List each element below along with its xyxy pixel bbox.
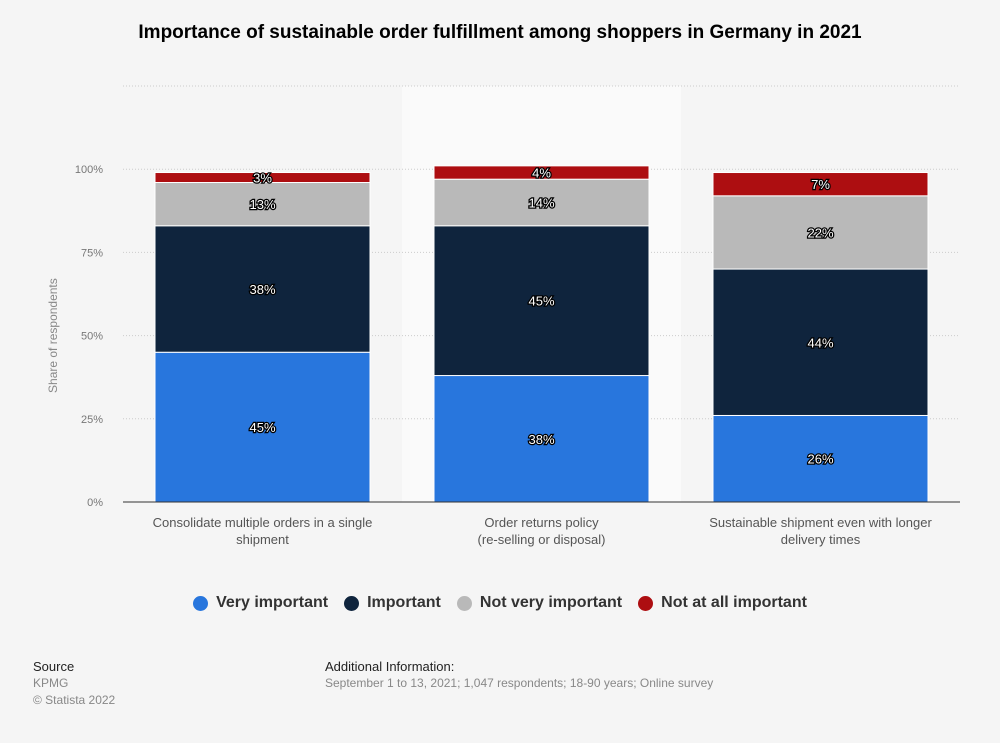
chart-title: Importance of sustainable order fulfillm… [138,22,862,43]
data-label: 14% [528,195,554,210]
legend-label: Very important [216,594,329,611]
data-label: 22% [807,225,833,240]
x-tick-label: Consolidate multiple orders in a single [153,515,373,530]
data-label: 38% [528,432,554,447]
bar-segment [712,195,929,270]
bar-segment [154,225,371,353]
legend-item-important[interactable]: Important [344,594,441,612]
legend-dot [638,595,654,611]
legend-item-very-important[interactable]: Very important [193,594,328,612]
data-label: 3% [253,171,272,186]
bar-segment [433,225,650,377]
source-heading: Source [33,659,75,674]
bar-segment [154,172,371,184]
y-axis-label: Share of respondents [46,278,60,393]
x-tick-label: shipment [236,532,289,547]
source-block: Source KPMG © Statista 2022 [33,658,115,709]
legend: Very important Important Not very import… [0,594,1000,612]
source-name: KPMG [33,676,69,690]
legend-label: Not at all important [661,594,807,611]
data-label: 13% [249,197,275,212]
x-tick-label: (re-selling or disposal) [478,532,606,547]
y-tick-label: 50% [81,331,103,343]
bar-segment [154,182,371,227]
legend-item-not-at-all-important[interactable]: Not at all important [638,594,807,612]
bar-segment [433,178,650,227]
data-label: 45% [528,294,554,309]
data-label: 45% [249,420,275,435]
bar-segment [433,165,650,180]
data-label: 44% [807,335,833,350]
x-tick-label: delivery times [781,532,861,547]
additional-info-block: Additional Information: September 1 to 1… [325,658,713,692]
x-tick-label: Order returns policy [484,515,599,530]
bar-segment [712,172,929,197]
bar-segment [712,414,929,503]
data-label: 7% [811,177,830,192]
legend-dot [344,595,360,611]
legend-label: Not very important [479,594,623,611]
y-tick-label: 25% [81,414,103,426]
stacked-bar-chart: 0% 25% 50% 75% 100% Share of respondents 45% 38… [46,85,960,547]
bar-segment [712,268,929,416]
data-label: 26% [807,452,833,467]
bar-segment [433,375,650,503]
additional-info-heading: Additional Information: [325,659,455,674]
x-tick-label: Sustainable shipment even with longer [709,515,932,530]
legend-label: Important [367,594,441,611]
y-tick-label: 75% [81,247,103,259]
bar-segment [154,351,371,503]
legend-dot [456,595,472,611]
y-tick-label: 100% [75,164,103,176]
data-label: 4% [532,166,551,181]
copyright: © Statista 2022 [33,693,116,707]
additional-info-text: September 1 to 13, 2021; 1,047 responden… [325,676,714,690]
data-label: 38% [249,282,275,297]
y-tick-label: 0% [87,497,103,509]
legend-dot [193,595,209,611]
legend-item-not-very-important[interactable]: Not very important [456,594,623,612]
